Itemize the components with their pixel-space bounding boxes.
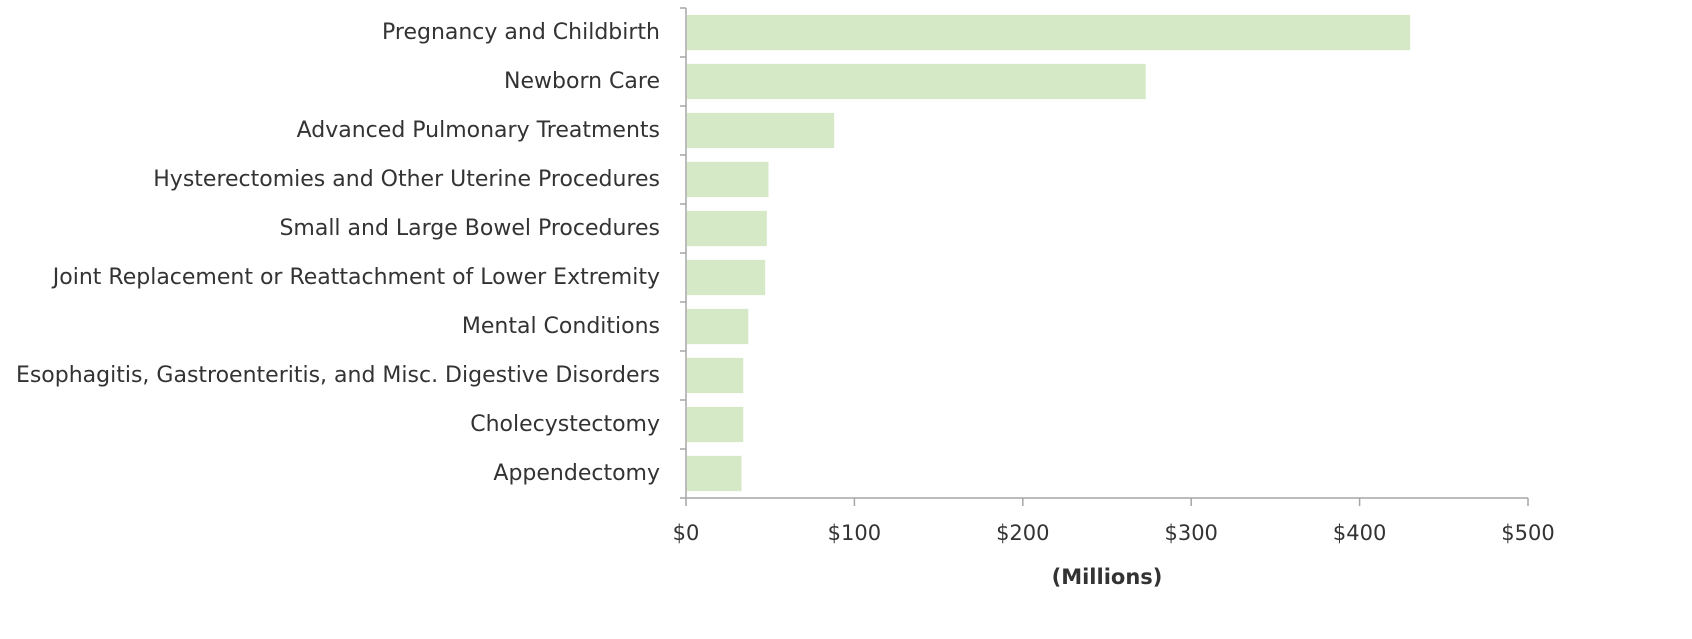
x-tick-label: $100: [828, 521, 881, 545]
x-tick-label: $400: [1333, 521, 1386, 545]
bar-newborn-care: [687, 63, 1146, 100]
bar-mental-conditions: [687, 308, 749, 345]
category-label-cholecystectomy: Cholecystectomy: [470, 412, 660, 437]
category-label-newborn-care: Newborn Care: [504, 69, 660, 94]
bar-cholecystectomy: [687, 406, 744, 443]
category-label-advanced-pulmonary-treatments: Advanced Pulmonary Treatments: [297, 118, 660, 143]
bar-small-and-large-bowel-procedures: [687, 210, 767, 247]
bar-joint-replacement-or-reattachment-of-lower-extremity: [687, 259, 766, 296]
x-ticks-group: $0 $100 $200 $300 $400 $500: [673, 7, 1555, 545]
bar-esophagitis-gastroenteritis-and-misc-digestive-disorders: [687, 357, 744, 394]
x-tick-label: $500: [1501, 521, 1554, 545]
bar-advanced-pulmonary-treatments: [687, 112, 835, 149]
category-label-appendectomy: Appendectomy: [493, 461, 660, 486]
category-label-joint-replacement-or-reattachment-of-lower-extremity: Joint Replacement or Reattachment of Low…: [51, 265, 660, 290]
x-tick-label: $300: [1164, 521, 1217, 545]
category-label-small-and-large-bowel-procedures: Small and Large Bowel Procedures: [279, 216, 660, 241]
category-label-hysterectomies-and-other-uterine-procedures: Hysterectomies and Other Uterine Procedu…: [153, 167, 660, 192]
bar-appendectomy: [687, 455, 742, 492]
bars-group: [687, 14, 1411, 492]
bar-pregnancy-and-childbirth: [687, 14, 1411, 51]
category-label-esophagitis-gastroenteritis-and-misc-digestive-disorders: Esophagitis, Gastroenteritis, and Misc. …: [16, 363, 660, 388]
x-tick-label: $0: [673, 521, 700, 545]
category-label-pregnancy-and-childbirth: Pregnancy and Childbirth: [382, 20, 660, 45]
x-axis-title: (Millions): [1052, 565, 1163, 589]
x-tick-label: $200: [996, 521, 1049, 545]
category-label-mental-conditions: Mental Conditions: [462, 314, 660, 339]
category-labels-group: Pregnancy and Childbirth Newborn Care Adva…: [16, 20, 660, 486]
bar-hysterectomies-and-other-uterine-procedures: [687, 161, 769, 198]
